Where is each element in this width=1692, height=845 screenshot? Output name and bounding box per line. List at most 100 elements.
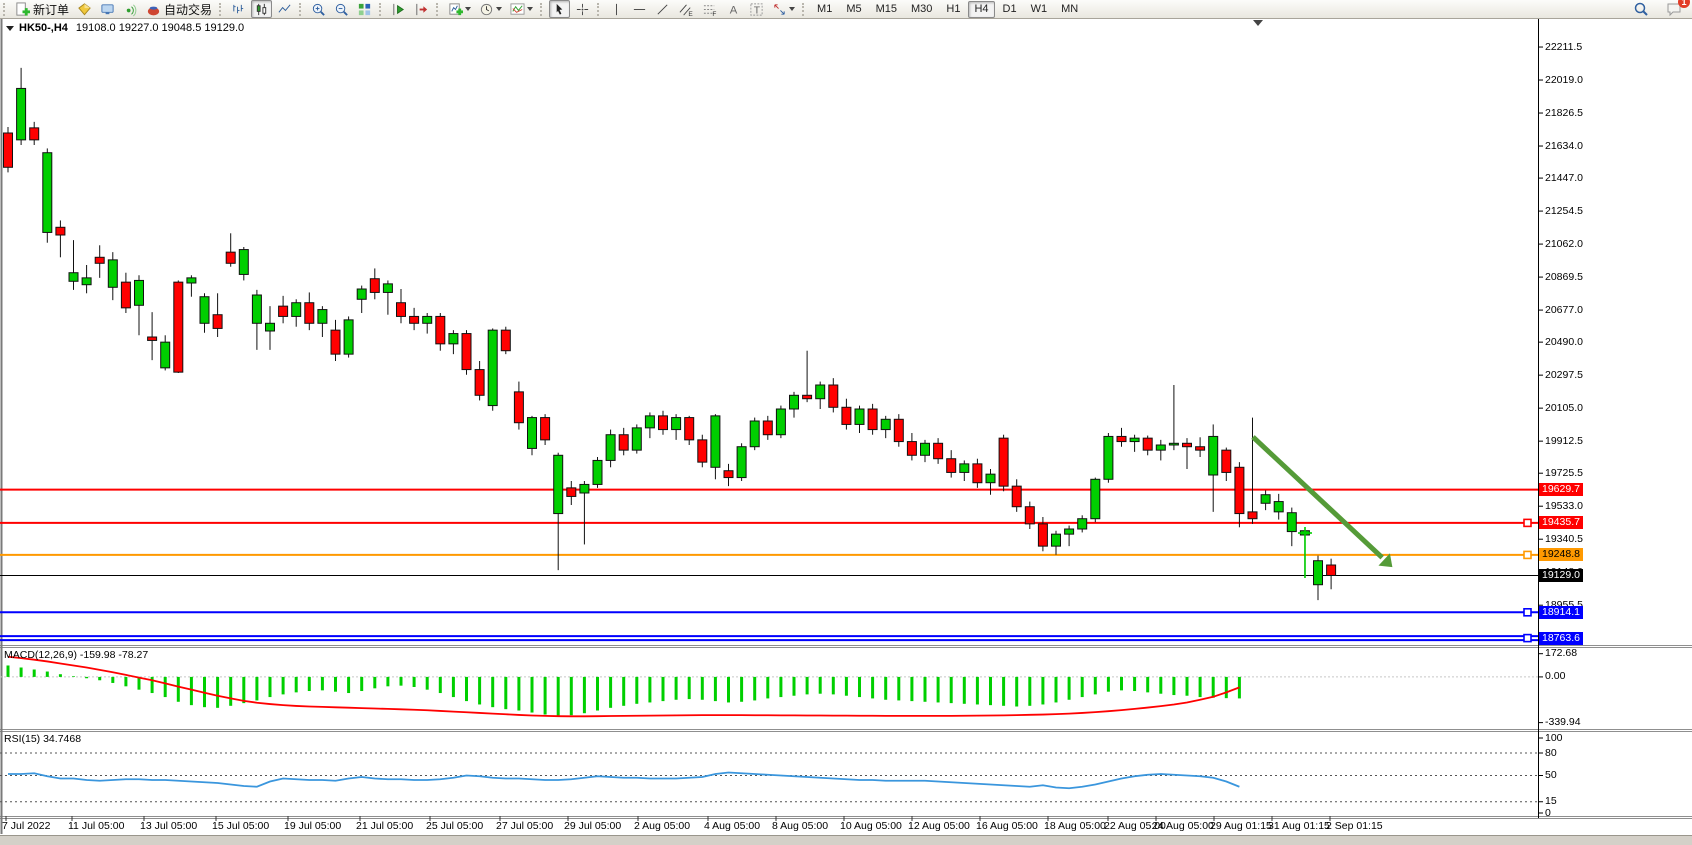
candle-body xyxy=(500,329,511,352)
candle-body xyxy=(933,442,944,460)
fibonacci-tool-button[interactable]: F xyxy=(699,0,721,18)
chevron-down-icon xyxy=(496,7,503,11)
vertical-line-icon xyxy=(616,3,617,15)
chart-shift-button[interactable] xyxy=(411,0,432,18)
rsi-label: RSI(15) 34.7468 xyxy=(4,733,82,745)
notifications-button[interactable]: 1 xyxy=(1663,0,1690,18)
candle-body xyxy=(55,226,66,236)
timeframe-mn-button[interactable]: MN xyxy=(1061,2,1079,15)
timeframe-h4-button[interactable]: H4 xyxy=(968,0,995,18)
channel-tool-button[interactable]: E xyxy=(675,0,697,18)
chart-area[interactable] xyxy=(0,19,1538,645)
time-axis[interactable] xyxy=(0,818,1538,835)
candle-body xyxy=(304,302,315,324)
candle-body xyxy=(579,483,590,494)
candle-body xyxy=(278,305,289,317)
zoom-in-button[interactable] xyxy=(308,0,329,18)
text-tool-button[interactable]: A xyxy=(723,0,744,18)
bar-chart-mode-button[interactable] xyxy=(228,0,249,18)
candle-body xyxy=(775,408,786,436)
horizontal-line-tool-button[interactable] xyxy=(629,0,650,18)
trendline-icon xyxy=(657,3,668,15)
candle-body xyxy=(631,427,642,451)
candle-body xyxy=(448,333,459,345)
toolbar-grip xyxy=(540,2,545,16)
candle-body xyxy=(605,434,616,461)
candle-body xyxy=(42,152,53,233)
equidistant-channel-icon: E xyxy=(679,4,693,17)
timeframe-m1-button[interactable]: M1 xyxy=(817,2,833,15)
macd-panel[interactable] xyxy=(0,648,1538,728)
line-chart-mode-button[interactable] xyxy=(274,0,295,18)
indicators-icon xyxy=(510,2,525,15)
candle-body xyxy=(1090,478,1101,520)
timeframe-m30-button[interactable]: M30 xyxy=(911,2,933,15)
candle-body xyxy=(120,281,131,309)
candle-body xyxy=(540,417,551,441)
candle-body xyxy=(107,259,118,288)
timeframe-m15-button[interactable]: M15 xyxy=(875,2,897,15)
candle-body xyxy=(1116,435,1127,443)
toolbar-grip xyxy=(299,2,304,16)
zoom-out-button[interactable] xyxy=(331,0,352,18)
timeframe-w1-button[interactable]: W1 xyxy=(1030,2,1048,15)
candle-body xyxy=(1234,466,1245,515)
periods-button[interactable] xyxy=(476,0,505,18)
candle-body xyxy=(1051,533,1061,547)
rsi-line xyxy=(8,771,1240,790)
candlestick-icon xyxy=(256,3,267,15)
timeframe-d1-button[interactable]: D1 xyxy=(1002,2,1017,15)
candle-body xyxy=(723,470,734,479)
candle-body xyxy=(1260,494,1271,504)
one-click-dropdown-icon[interactable] xyxy=(6,25,14,31)
signal-button[interactable] xyxy=(120,0,141,18)
crosshair-tool-button[interactable] xyxy=(572,0,593,18)
new-order-label: 新订单 xyxy=(33,2,70,17)
candle-body xyxy=(68,272,79,282)
candle-body xyxy=(802,394,813,400)
candle-body xyxy=(880,418,891,431)
tile-windows-button[interactable] xyxy=(354,0,375,18)
new-chart-button[interactable] xyxy=(445,0,474,18)
candle-body xyxy=(1103,435,1114,480)
new-chart-icon xyxy=(449,2,464,15)
zoom-in-icon xyxy=(312,3,325,16)
candle-body xyxy=(1273,501,1284,513)
candle-body xyxy=(225,251,236,264)
line-chart-icon xyxy=(278,4,291,13)
rsi-panel[interactable] xyxy=(0,734,1538,816)
candle-body xyxy=(527,417,537,449)
timeframe-m5-button[interactable]: M5 xyxy=(846,2,862,15)
auto-trading-button[interactable]: 自动交易 xyxy=(143,0,215,18)
toolbar-grip xyxy=(436,2,441,16)
candle-body xyxy=(186,277,197,284)
trendline-tool-button[interactable] xyxy=(652,0,673,18)
vertical-line-tool-button[interactable] xyxy=(606,0,627,18)
cursor-tool-button[interactable] xyxy=(549,0,571,18)
price-axis[interactable] xyxy=(1538,19,1692,818)
new-order-button[interactable]: 新订单 xyxy=(12,0,72,18)
text-label-tool-button[interactable]: T xyxy=(746,0,767,18)
market-watch-button[interactable] xyxy=(97,0,118,18)
candlestick-mode-button[interactable] xyxy=(251,0,273,18)
trend-arrow-head xyxy=(1378,553,1393,568)
candle-body xyxy=(1247,511,1258,520)
candle-body xyxy=(972,463,983,484)
candle-body xyxy=(3,132,13,168)
symbols-button[interactable] xyxy=(74,0,95,18)
candle-body xyxy=(658,415,668,431)
chart-shift-icon xyxy=(416,3,428,15)
timeframe-h1-button[interactable]: H1 xyxy=(946,2,961,15)
indicators-button[interactable] xyxy=(507,0,536,18)
candle-body xyxy=(16,87,27,141)
candle-body xyxy=(317,309,328,324)
auto-scroll-button[interactable] xyxy=(388,0,409,18)
candle-body xyxy=(854,408,865,425)
arrows-tool-button[interactable] xyxy=(769,0,798,18)
candle-body xyxy=(789,394,799,410)
chevron-down-icon xyxy=(465,7,472,11)
text-icon: A xyxy=(730,4,738,16)
search-button[interactable] xyxy=(1630,0,1652,18)
candle-body xyxy=(1326,564,1337,576)
candle-body xyxy=(920,442,930,456)
